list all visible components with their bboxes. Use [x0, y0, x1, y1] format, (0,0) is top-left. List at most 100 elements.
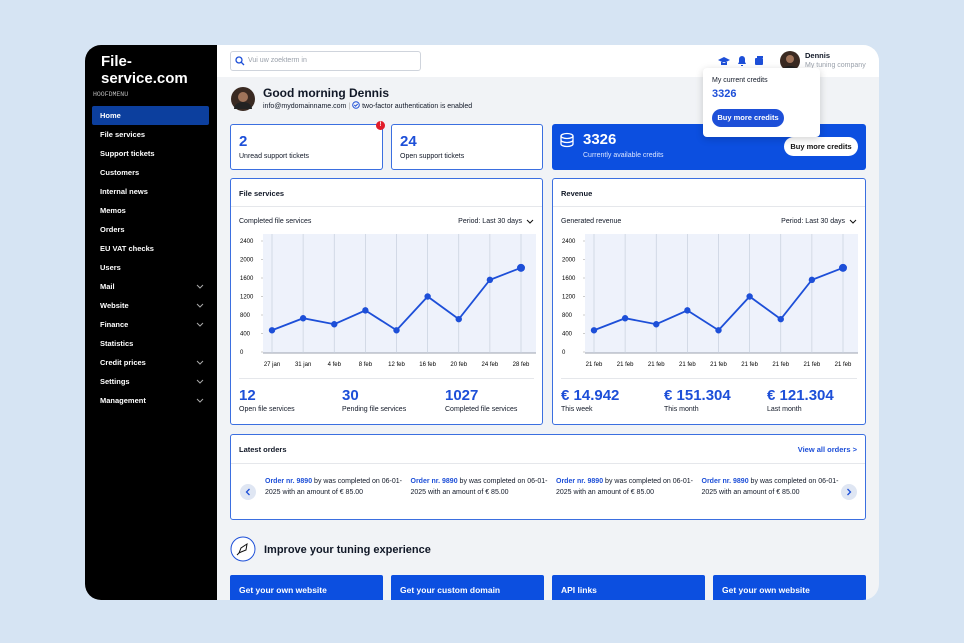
promo-title: Get your own website — [722, 585, 810, 595]
y-tick-label: 1600 — [240, 276, 254, 282]
y-tick-label: 2000 — [240, 258, 254, 264]
divider — [231, 463, 865, 464]
user-name: Dennis — [805, 51, 831, 60]
menu-item[interactable]: Website — [100, 301, 129, 310]
notification-badge: ! — [376, 121, 385, 130]
stat-value: 24 — [400, 133, 417, 150]
order-number[interactable]: Order nr. 9890 — [265, 478, 313, 485]
credits-value: 3326 — [583, 131, 617, 148]
period-select[interactable]: Period: Last 30 days — [781, 218, 845, 225]
menu-item[interactable]: Credit prices — [100, 358, 146, 367]
stat-label: Unread support tickets — [239, 153, 310, 160]
x-tick-label: 8 feb — [359, 362, 373, 368]
summary-value: 30 — [342, 387, 359, 404]
stat-label: Open support tickets — [400, 153, 465, 160]
chevron-path — [196, 398, 204, 403]
greeting-line: info@mydomainname.com | two-factor authe… — [263, 101, 473, 110]
stat-card[interactable]: 2 Unread support tickets ! — [230, 121, 385, 170]
order-item: Order nr. 9890 by was completed on 06-01… — [265, 476, 403, 498]
orders-panel: Latest orders View all orders > Order nr… — [230, 434, 866, 520]
chevron — [196, 303, 204, 308]
popup-buy-button[interactable]: Buy more credits — [712, 109, 784, 127]
credits-popup: My current credits 3326 Buy more credits — [703, 68, 820, 137]
menu-item[interactable]: Finance — [100, 320, 129, 329]
x-tick-label: 21 feb — [804, 362, 821, 368]
order-number[interactable]: Order nr. 9890 — [701, 478, 749, 485]
menu-item[interactable]: Orders — [100, 225, 125, 234]
point — [455, 315, 462, 323]
chevron-path — [196, 303, 204, 308]
stat-card[interactable]: 24 Open support tickets — [391, 124, 543, 170]
promo-card[interactable]: Get your custom domain — [391, 575, 544, 600]
menu-item[interactable]: Memos — [100, 206, 126, 215]
summary-label: Completed file services — [445, 406, 518, 413]
chart-panel: Revenue Generated revenue Period: Last 30 … — [552, 178, 866, 425]
menu-item[interactable]: Statistics — [100, 339, 134, 348]
order-number[interactable]: Order nr. 9890 — [410, 478, 458, 485]
menu-item[interactable]: Support tickets — [100, 149, 155, 158]
y-tick-label: 2000 — [562, 258, 576, 264]
x-tick-label: 21 feb — [710, 362, 727, 368]
promo-card[interactable]: Get your own website — [230, 575, 383, 600]
menu-item[interactable]: Management — [100, 396, 146, 405]
point — [268, 327, 276, 334]
greeting-avatar — [231, 87, 255, 111]
menu-item[interactable]: Users — [100, 263, 121, 272]
point — [621, 315, 629, 322]
check-icon — [352, 101, 360, 109]
active-highlight — [92, 106, 209, 125]
panel-title: File services — [239, 189, 285, 198]
point — [715, 327, 722, 334]
x-tick-label: 20 feb — [450, 362, 467, 368]
summary-label: Pending file services — [342, 406, 407, 413]
menu-item[interactable]: EU VAT checks — [100, 244, 154, 253]
promo-card[interactable]: API links — [552, 575, 705, 600]
chart-subtitle: Generated revenue — [561, 218, 622, 225]
divider — [553, 206, 865, 207]
point — [331, 321, 338, 328]
divider — [561, 378, 857, 379]
chart: 0 400 800 1200 1600 2000 2400 27 jan 31 jan 4 feb… — [240, 219, 536, 368]
security-status: two-factor authentication is enabled — [362, 103, 473, 110]
plot-area — [585, 234, 858, 353]
summary-value: € 151.304 — [664, 387, 731, 404]
order-number[interactable]: Order nr. 9890 — [556, 478, 604, 485]
menu-item[interactable]: File services — [100, 130, 146, 139]
y-tick-label: 400 — [562, 332, 573, 338]
point — [777, 315, 784, 323]
search-placeholder: Vui uw zoekterm in — [248, 57, 307, 64]
y-tick-label: 800 — [562, 313, 573, 319]
coins-icon — [560, 132, 574, 148]
menu-heading: HOOFDMENU — [93, 91, 129, 98]
popup-label: My current credits — [712, 77, 768, 84]
chevron — [196, 360, 204, 365]
summary-value: € 121.304 — [767, 387, 834, 404]
view-all-link[interactable]: View all orders > — [797, 445, 857, 454]
x-tick-label: 21 feb — [648, 362, 665, 368]
menu-item[interactable]: Internal news — [100, 187, 148, 196]
summary-value: € 14.942 — [561, 387, 620, 404]
point — [746, 293, 753, 300]
menu-item[interactable]: Settings — [100, 377, 130, 386]
prev-arrow[interactable] — [239, 483, 257, 501]
menu-item[interactable]: Mail — [100, 282, 115, 291]
x-tick-label: 21 feb — [835, 362, 852, 368]
chevron — [196, 379, 204, 384]
chevron-path — [196, 322, 204, 327]
x-tick-label: 4 feb — [328, 362, 342, 368]
app-window: File-service.com HOOFDMENU Home File serv… — [85, 45, 879, 600]
search-box[interactable]: Vui uw zoekterm in — [230, 51, 421, 71]
top-icons — [718, 56, 763, 66]
order-item: Order nr. 9890 by was completed on 06-01… — [702, 476, 840, 498]
promo-card[interactable]: Get your own website — [713, 575, 866, 600]
buy-credits-button[interactable]: Buy more credits — [784, 137, 858, 156]
next-arrow[interactable] — [840, 483, 858, 501]
period-select[interactable]: Period: Last 30 days — [458, 218, 522, 225]
point — [653, 321, 660, 328]
x-tick-label: 21 feb — [617, 362, 634, 368]
x-tick-label: 12 feb — [388, 362, 405, 368]
menu-item[interactable]: Home — [100, 111, 121, 120]
menu-item[interactable]: Customers — [100, 168, 140, 177]
improve-title: Improve your tuning experience — [264, 544, 431, 556]
